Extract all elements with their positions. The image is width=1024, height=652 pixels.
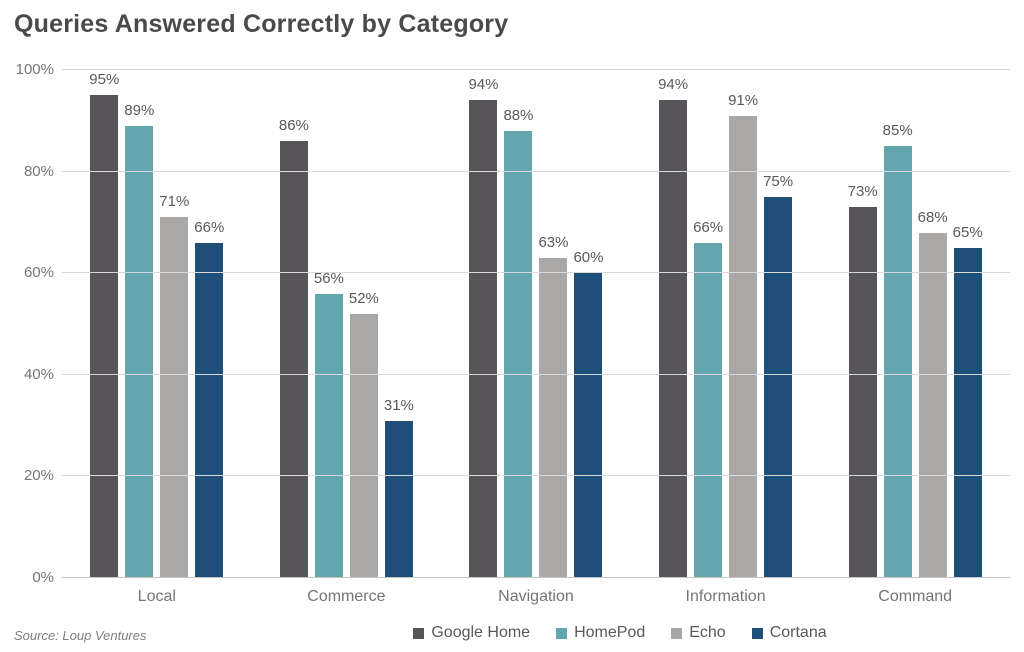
gridline bbox=[62, 577, 1010, 578]
x-axis-tick-label-information: Information bbox=[685, 588, 766, 605]
bar-value-label: 94% bbox=[658, 76, 689, 94]
bar-google-home: 86% bbox=[279, 117, 309, 578]
bar-homepod: 56% bbox=[314, 270, 344, 578]
bar-value-label: 91% bbox=[728, 91, 759, 109]
bar-echo: 68% bbox=[918, 209, 948, 578]
bar-value-label: 88% bbox=[503, 106, 534, 124]
bar-value-label: 66% bbox=[693, 218, 724, 236]
bar-homepod: 88% bbox=[503, 107, 534, 578]
legend: Google Home HomePod Echo Cortana bbox=[230, 624, 1010, 642]
bar-value-label: 63% bbox=[538, 233, 569, 251]
bar-value-label: 60% bbox=[573, 249, 604, 267]
bar-value-label: 52% bbox=[348, 289, 379, 307]
bar-value-label: 68% bbox=[917, 208, 948, 226]
bar-cortana: 75% bbox=[763, 173, 793, 578]
y-axis-tick-label: 60% bbox=[23, 264, 54, 282]
bar-value-label: 86% bbox=[278, 117, 309, 135]
legend-swatch-icon bbox=[556, 627, 568, 639]
bar-group-command: 73% 85% 68% 65% bbox=[820, 70, 1010, 578]
x-axis-labels: Local Commerce Navigation Information Comman… bbox=[62, 588, 1010, 606]
bar-homepod: 66% bbox=[693, 219, 723, 578]
bar-echo: 63% bbox=[538, 234, 569, 578]
x-axis-tick-label-command: Command bbox=[878, 588, 953, 605]
legend-item-google-home: Google Home bbox=[413, 624, 530, 642]
legend-item-cortana: Cortana bbox=[751, 624, 827, 642]
bar-value-label: 65% bbox=[952, 223, 983, 241]
y-axis-tick-label: 40% bbox=[23, 365, 54, 383]
bar-value-label: 31% bbox=[383, 396, 414, 414]
y-axis-tick-label: 20% bbox=[23, 467, 54, 485]
bar-value-label: 75% bbox=[763, 173, 794, 190]
legend-swatch-icon bbox=[413, 627, 425, 639]
bar-cortana: 66% bbox=[194, 219, 224, 578]
x-axis-tick-label-navigation: Navigation bbox=[498, 588, 574, 605]
bar-echo: 52% bbox=[349, 290, 379, 578]
legend-label: Google Home bbox=[431, 624, 531, 641]
y-axis-tick-label: 100% bbox=[15, 61, 54, 78]
bar-group-local: 95% 89% 71% 66% bbox=[62, 70, 252, 578]
bar-group-navigation: 94% 88% 63% 60% bbox=[441, 70, 631, 578]
bar-cortana: 31% bbox=[384, 397, 414, 578]
chart-title: Queries Answered Correctly by Category bbox=[14, 10, 509, 38]
plot-area: 95% 89% 71% 66% 86% 56% 52% 31% 94% 88% 63% 60% 94% 6… bbox=[62, 69, 1010, 578]
bar-value-label: 85% bbox=[882, 122, 913, 140]
legend-label: HomePod bbox=[574, 624, 646, 641]
bar-echo: 91% bbox=[728, 92, 758, 578]
bar-google-home: 73% bbox=[848, 183, 878, 578]
x-axis-tick-label-local: Local bbox=[137, 588, 176, 605]
bar-google-home: 95% bbox=[89, 71, 119, 578]
legend-item-echo: Echo bbox=[671, 624, 726, 642]
gridline bbox=[62, 475, 1010, 477]
bar-cortana: 65% bbox=[953, 224, 983, 578]
y-axis-tick-label: 80% bbox=[23, 162, 54, 180]
y-axis-tick-label: 0% bbox=[32, 569, 54, 586]
gridline bbox=[62, 69, 1010, 70]
bar-google-home: 94% bbox=[658, 76, 688, 578]
source-note: Source: Loup Ventures bbox=[14, 628, 147, 643]
bar-homepod: 89% bbox=[124, 102, 154, 578]
bar-value-label: 71% bbox=[159, 193, 190, 211]
bar-value-label: 73% bbox=[847, 183, 878, 201]
gridline bbox=[62, 373, 1010, 375]
bar-homepod: 85% bbox=[883, 122, 913, 578]
bar-value-label: 89% bbox=[124, 101, 155, 119]
legend-swatch-icon bbox=[751, 627, 763, 639]
bar-google-home: 94% bbox=[468, 76, 499, 578]
bar-cortana: 60% bbox=[573, 249, 604, 578]
bar-group-information: 94% 66% 91% 75% bbox=[631, 70, 821, 578]
legend-label: Cortana bbox=[769, 624, 827, 641]
bar-group-commerce: 86% 56% 52% 31% bbox=[252, 70, 442, 578]
bar-value-label: 94% bbox=[468, 76, 499, 94]
bar-value-label: 66% bbox=[194, 218, 225, 236]
legend-label: Echo bbox=[689, 624, 726, 641]
gridline bbox=[62, 170, 1010, 172]
bar-value-label: 56% bbox=[313, 269, 344, 287]
legend-swatch-icon bbox=[671, 627, 683, 639]
bar-value-label: 95% bbox=[89, 71, 120, 89]
bar-echo: 71% bbox=[159, 193, 189, 578]
x-axis-tick-label-commerce: Commerce bbox=[307, 588, 386, 605]
bar-groups-row: 95% 89% 71% 66% 86% 56% 52% 31% 94% 88% 63% 60% 94% 6… bbox=[62, 70, 1010, 578]
legend-item-homepod: HomePod bbox=[556, 624, 645, 642]
gridline bbox=[62, 272, 1010, 274]
